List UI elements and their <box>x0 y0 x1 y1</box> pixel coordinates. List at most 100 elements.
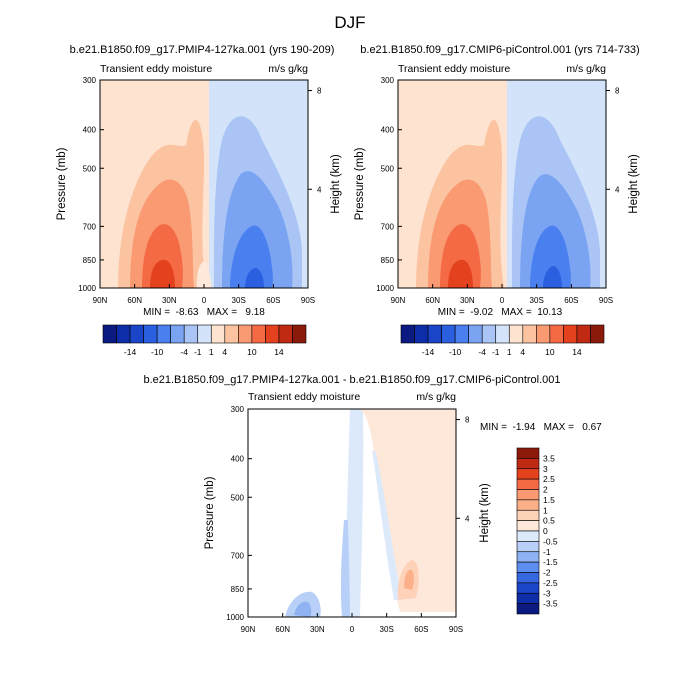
panel-cmip6: b.e21.B1850.f09_g17.CMIP6-piControl.001 … <box>354 44 640 357</box>
y-tick-label: 300 <box>83 76 97 85</box>
colorbar-label: -3.5 <box>543 599 558 609</box>
x-tick-label: 90S <box>599 296 613 305</box>
y-tick-label: 850 <box>83 256 97 265</box>
x-tick-label: 60S <box>414 625 428 634</box>
colorbar-label: 3 <box>543 464 548 474</box>
colorbar-box <box>516 509 540 521</box>
panel-pmip4: b.e21.B1850.f09_g17.PMIP4-127ka.001 (yrs… <box>56 44 342 357</box>
y-tick-label: 300 <box>231 405 245 414</box>
colorbar-box <box>516 541 540 553</box>
colorbar-box <box>516 592 540 604</box>
colorbar-box <box>516 561 540 573</box>
x-tick-label: 90N <box>241 625 256 634</box>
colorbar-label: 14 <box>274 347 284 357</box>
colorbar-label: -4 <box>478 347 486 357</box>
colorbar-box <box>156 324 171 344</box>
colorbar-box <box>265 324 280 344</box>
contour-field <box>248 409 456 617</box>
colorbar-label: 14 <box>572 347 582 357</box>
y-axis-right-label: Height (km) <box>628 154 640 214</box>
x-tick-label: 30S <box>232 296 246 305</box>
panel-title: b.e21.B1850.f09_g17.CMIP6-piControl.001 … <box>360 44 639 56</box>
colorbar-box <box>516 489 540 501</box>
colorbar-label: -2 <box>543 568 551 578</box>
colorbar-label: -1 <box>543 547 551 557</box>
colorbar-box <box>549 324 564 344</box>
panel-subtitle-right: m/s g/kg <box>268 63 308 75</box>
colorbar-box <box>224 324 239 344</box>
colorbar-box <box>183 324 199 344</box>
y-tick-label: 700 <box>83 222 97 231</box>
colorbar-box <box>516 458 540 470</box>
y-tick-label: 850 <box>231 585 245 594</box>
colorbar-label: -3 <box>543 588 551 598</box>
colorbar-box <box>516 478 540 490</box>
y-tick-label: 850 <box>381 256 395 265</box>
colorbar-label: -1 <box>492 347 500 357</box>
colorbar-box <box>516 551 540 563</box>
height-tick-label: 4 <box>317 185 322 194</box>
colorbar-box <box>400 324 415 344</box>
panel-subtitle-right: m/s g/kg <box>416 391 456 403</box>
colorbar-box <box>536 324 551 344</box>
contour-field <box>100 80 308 288</box>
y-tick-label: 1000 <box>78 284 96 293</box>
height-tick-label: 8 <box>465 416 470 425</box>
colorbar-box <box>468 324 483 344</box>
colorbar-box <box>563 324 578 344</box>
y-tick-label: 500 <box>381 164 395 173</box>
axes: 90N 60N 30N 0 30S 60S 90S 300 400 500 700 850 1000 8 4 <box>376 76 620 305</box>
y-tick-label: 700 <box>231 551 245 560</box>
x-tick-label: 30N <box>162 296 177 305</box>
colorbar-box <box>414 324 429 344</box>
colorbar-box <box>427 324 442 344</box>
height-tick-label: 8 <box>317 87 322 96</box>
min-max-stats: MIN = -1.94 MAX = 0.67 <box>480 422 602 433</box>
colorbar-box <box>278 324 293 344</box>
colorbar-label: 1 <box>209 347 214 357</box>
colorbar-box <box>516 499 540 511</box>
colorbar-box <box>576 324 591 344</box>
colorbar-label: 0 <box>543 526 548 536</box>
panel-title: b.e21.B1850.f09_g17.PMIP4-127ka.001 - b.… <box>143 374 560 386</box>
y-tick-label: 400 <box>231 455 245 464</box>
colorbar-box <box>481 324 497 344</box>
min-max-stats: MIN = -9.02 MAX = 10.13 <box>438 307 563 318</box>
colorbar-label: 3.5 <box>543 453 555 463</box>
x-tick-label: 0 <box>202 296 207 305</box>
x-tick-label: 60N <box>425 296 440 305</box>
y-tick-label: 500 <box>231 493 245 502</box>
colorbar-box <box>116 324 131 344</box>
height-tick-label: 4 <box>465 514 470 523</box>
colorbar-box <box>516 530 540 542</box>
panel-subtitle-right: m/s g/kg <box>566 63 606 75</box>
y-axis-right-label: Height (km) <box>479 483 491 543</box>
colorbar-label: -14 <box>124 347 137 357</box>
colorbar-label: 1 <box>507 347 512 357</box>
colorbar-label: -1 <box>194 347 202 357</box>
y-axis-label: Pressure (mb) <box>56 147 68 220</box>
colorbar-box <box>102 324 117 344</box>
colorbar-box <box>516 447 540 459</box>
contour-field <box>398 80 606 288</box>
colorbar-label: 2.5 <box>543 474 555 484</box>
x-tick-label: 0 <box>350 625 355 634</box>
colorbar-label: -10 <box>449 347 462 357</box>
colorbar-label: -1.5 <box>543 557 558 567</box>
colorbar: -14 -10 -4 -1 1 4 10 14 <box>400 324 605 357</box>
colorbar-box <box>197 324 212 344</box>
colorbar-label: -10 <box>151 347 164 357</box>
colorbar-box <box>516 582 540 594</box>
colorbar-box <box>516 468 540 480</box>
x-tick-label: 30N <box>310 625 325 634</box>
colorbar-label: 4 <box>222 347 227 357</box>
axes: 90N 60N 30N 0 30S 60S 90S 300 400 500 700 850 1000 8 4 <box>78 76 322 305</box>
colorbar-label: -4 <box>180 347 188 357</box>
colorbar-box <box>495 324 510 344</box>
colorbar-label: 4 <box>520 347 525 357</box>
height-tick-label: 8 <box>615 87 620 96</box>
x-tick-label: 90N <box>391 296 406 305</box>
y-tick-label: 700 <box>381 222 395 231</box>
x-tick-label: 30N <box>460 296 475 305</box>
y-tick-label: 400 <box>83 126 97 135</box>
